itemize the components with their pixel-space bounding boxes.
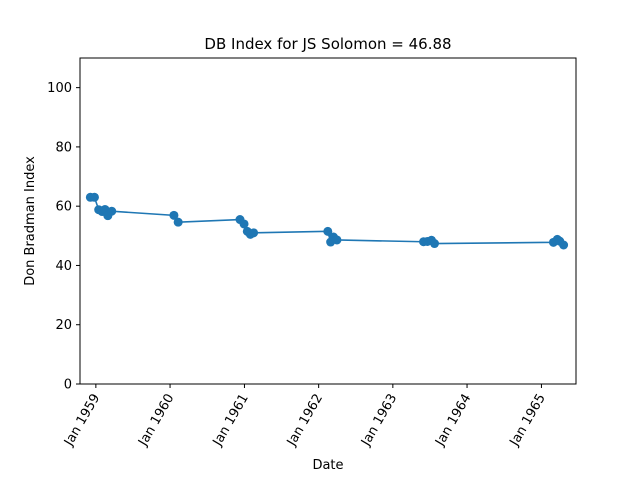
x-tick-label: Jan 1960 xyxy=(135,392,177,450)
x-axis-label: Date xyxy=(312,458,343,473)
data-point xyxy=(239,219,249,229)
data-point xyxy=(107,206,117,216)
y-tick-label: 20 xyxy=(55,318,72,333)
x-tick-label: Jan 1962 xyxy=(284,392,326,450)
y-tick-label: 100 xyxy=(47,81,72,96)
data-point xyxy=(559,240,569,250)
axes-frame xyxy=(79,57,577,385)
y-tick-label: 40 xyxy=(55,259,72,274)
data-point xyxy=(332,235,342,245)
chart-title: DB Index for JS Solomon = 46.88 xyxy=(204,35,451,53)
y-tick-label: 0 xyxy=(64,378,72,393)
data-point xyxy=(323,226,333,236)
x-tick-label: Jan 1959 xyxy=(61,392,103,450)
data-point xyxy=(89,192,99,202)
data-point xyxy=(249,228,259,238)
x-tick-label: Jan 1963 xyxy=(358,392,400,450)
data-point xyxy=(173,217,183,227)
x-axis: Jan 1959 Jan 1960 Jan 1961 Jan 1962 Jan 1963… xyxy=(61,384,549,449)
x-tick-label: Jan 1965 xyxy=(507,392,549,450)
y-axis: 0 20 40 60 80 100 xyxy=(47,81,80,393)
data-point xyxy=(169,210,179,220)
x-tick-label: Jan 1964 xyxy=(432,392,474,450)
x-tick-label: Jan 1961 xyxy=(210,392,252,450)
series-line xyxy=(90,196,565,246)
y-axis-label: Don Bradman Index xyxy=(23,156,38,286)
y-tick-label: 80 xyxy=(55,140,72,155)
data-point xyxy=(430,239,440,249)
plot-area xyxy=(85,192,569,250)
y-tick-label: 60 xyxy=(55,200,72,215)
